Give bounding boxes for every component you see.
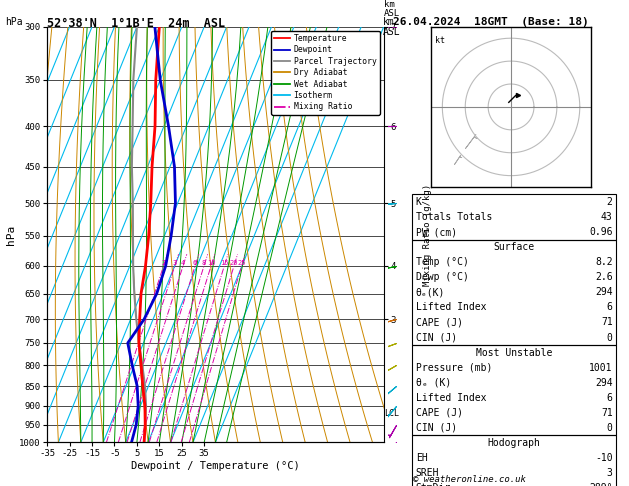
Text: 294: 294: [595, 287, 613, 297]
Text: 0: 0: [607, 423, 613, 433]
Text: 3: 3: [607, 468, 613, 478]
Legend: Temperature, Dewpoint, Parcel Trajectory, Dry Adiabat, Wet Adiabat, Isotherm, Mi: Temperature, Dewpoint, Parcel Trajectory…: [271, 31, 380, 115]
Text: 294: 294: [595, 378, 613, 388]
Text: 52°38'N  1°1B'E  24m  ASL: 52°38'N 1°1B'E 24m ASL: [47, 17, 225, 30]
Text: Totals Totals: Totals Totals: [416, 212, 492, 222]
Text: CIN (J): CIN (J): [416, 332, 457, 343]
Text: 2: 2: [607, 197, 613, 207]
Text: LCL: LCL: [384, 409, 399, 418]
Text: 4: 4: [181, 260, 185, 266]
Text: Mixing Ratio (g/kg): Mixing Ratio (g/kg): [423, 183, 432, 286]
Text: 8.2: 8.2: [595, 257, 613, 267]
Text: EH: EH: [416, 453, 428, 463]
Text: Most Unstable: Most Unstable: [476, 347, 552, 358]
Text: 3: 3: [172, 260, 177, 266]
Text: 2.6: 2.6: [595, 272, 613, 282]
Text: StmDir: StmDir: [416, 483, 451, 486]
Text: SREH: SREH: [416, 468, 439, 478]
Text: Lifted Index: Lifted Index: [416, 393, 486, 403]
Text: kt: kt: [435, 36, 445, 45]
Text: 1001: 1001: [589, 363, 613, 373]
Text: hPa: hPa: [5, 17, 23, 27]
Text: 15: 15: [220, 260, 228, 266]
Text: 71: 71: [601, 408, 613, 418]
Text: Pressure (mb): Pressure (mb): [416, 363, 492, 373]
Text: 26.04.2024  18GMT  (Base: 18): 26.04.2024 18GMT (Base: 18): [393, 17, 589, 27]
Text: 20: 20: [230, 260, 238, 266]
Y-axis label: hPa: hPa: [6, 225, 16, 244]
Text: -10: -10: [595, 453, 613, 463]
Text: CAPE (J): CAPE (J): [416, 408, 463, 418]
Text: θₑ(K): θₑ(K): [416, 287, 445, 297]
Text: Hodograph: Hodograph: [487, 438, 541, 448]
Text: PW (cm): PW (cm): [416, 227, 457, 237]
Text: 8: 8: [202, 260, 206, 266]
Text: Surface: Surface: [494, 242, 535, 252]
Text: km
ASL: km ASL: [384, 0, 400, 18]
Text: 25: 25: [237, 260, 246, 266]
Text: CAPE (J): CAPE (J): [416, 317, 463, 328]
Text: ASL: ASL: [382, 27, 400, 37]
Text: 289°: 289°: [589, 483, 613, 486]
Text: © weatheronline.co.uk: © weatheronline.co.uk: [413, 474, 526, 484]
Text: Dewp (°C): Dewp (°C): [416, 272, 469, 282]
Text: Temp (°C): Temp (°C): [416, 257, 469, 267]
Text: 0: 0: [607, 332, 613, 343]
Text: K: K: [416, 197, 421, 207]
X-axis label: Dewpoint / Temperature (°C): Dewpoint / Temperature (°C): [131, 461, 300, 471]
Text: km: km: [382, 17, 394, 27]
Text: 0.96: 0.96: [589, 227, 613, 237]
Text: 6: 6: [607, 393, 613, 403]
Text: 10: 10: [207, 260, 215, 266]
Text: 43: 43: [601, 212, 613, 222]
Text: Lifted Index: Lifted Index: [416, 302, 486, 312]
Text: 6: 6: [193, 260, 198, 266]
Text: θₑ (K): θₑ (K): [416, 378, 451, 388]
Text: 2: 2: [162, 260, 165, 266]
Text: 71: 71: [601, 317, 613, 328]
Text: CIN (J): CIN (J): [416, 423, 457, 433]
Text: 6: 6: [607, 302, 613, 312]
